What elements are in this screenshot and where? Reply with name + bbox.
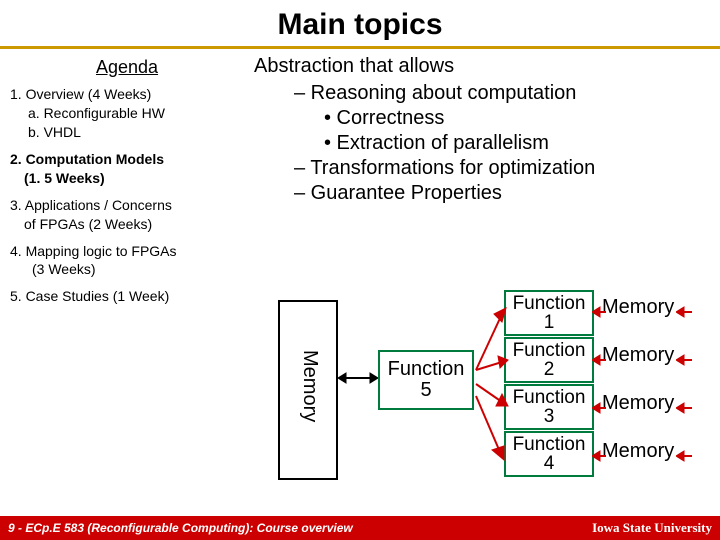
- arrow-out-1-icon: [676, 304, 696, 320]
- agenda-item-4: 4. Mapping logic to FPGAs (3 Weeks): [10, 242, 244, 280]
- agenda-item-2: 2. Computation Models (1. 5 Weeks): [10, 150, 244, 188]
- arrow-out-3-icon: [676, 400, 696, 416]
- footer-bar: 9 - ECp.E 583 (Reconfigurable Computing)…: [0, 516, 720, 540]
- bullet-correctness: • Correctness: [254, 107, 712, 130]
- bullet-transformations: – Transformations for optimization: [254, 157, 712, 180]
- arrow-f5-f2-icon: [472, 350, 512, 380]
- arrow-mem-f1-icon: [592, 304, 608, 320]
- arrow-f5-f4-icon: [472, 390, 512, 470]
- memory-label-2: Memory: [602, 344, 674, 367]
- main-column: Abstraction that allows – Reasoning abou…: [250, 55, 720, 314]
- function-2-box: Function 2: [504, 337, 594, 383]
- content-area: Agenda 1. Overview (4 Weeks) a. Reconfig…: [0, 49, 720, 314]
- agenda-item-1: 1. Overview (4 Weeks) a. Reconfigurable …: [10, 85, 244, 142]
- agenda-item-2-text: 2. Computation Models: [10, 150, 244, 169]
- function-5-box: Function 5: [378, 350, 474, 410]
- agenda-item-3-sub: of FPGAs (2 Weeks): [10, 215, 244, 234]
- agenda-item-1a: a. Reconfigurable HW: [10, 104, 244, 123]
- agenda-item-3-text: 3. Applications / Concerns: [10, 196, 244, 215]
- memory-label-4: Memory: [602, 440, 674, 463]
- bullet-reasoning: – Reasoning about computation: [254, 82, 712, 105]
- arrow-out-2-icon: [676, 352, 696, 368]
- memory-label-3: Memory: [602, 392, 674, 415]
- bullet-guarantee: – Guarantee Properties: [254, 182, 712, 205]
- memory-label-1: Memory: [602, 296, 674, 319]
- function-4-box: Function 4: [504, 431, 594, 477]
- memory-vertical-label: Memory: [298, 350, 321, 422]
- agenda-item-4-text: 4. Mapping logic to FPGAs: [10, 242, 244, 261]
- function-1-box: Function 1: [504, 290, 594, 336]
- diagram: Memory Function 5 Function 1 Function 2 …: [278, 300, 708, 510]
- arrow-mem-f2-icon: [592, 352, 608, 368]
- memory-vertical-box: Memory: [278, 300, 338, 480]
- function-column: Function 1 Function 2 Function 3 Functio…: [504, 290, 594, 478]
- footer-left: 9 - ECp.E 583 (Reconfigurable Computing)…: [8, 521, 353, 535]
- page-title: Main topics: [0, 0, 720, 46]
- main-heading: Abstraction that allows: [254, 55, 712, 78]
- bidir-arrow-icon: [338, 368, 378, 388]
- arrow-out-4-icon: [676, 448, 696, 464]
- agenda-item-3: 3. Applications / Concerns of FPGAs (2 W…: [10, 196, 244, 234]
- agenda-item-4-sub: (3 Weeks): [10, 260, 244, 279]
- function-3-box: Function 3: [504, 384, 594, 430]
- agenda-column: Agenda 1. Overview (4 Weeks) a. Reconfig…: [0, 55, 250, 314]
- agenda-item-1-text: 1. Overview (4 Weeks): [10, 85, 244, 104]
- agenda-item-2-sub: (1. 5 Weeks): [10, 169, 244, 188]
- agenda-heading: Agenda: [10, 55, 244, 79]
- bullet-parallelism: • Extraction of parallelism: [254, 132, 712, 155]
- footer-right: Iowa State University: [592, 520, 712, 536]
- arrow-mem-f3-icon: [592, 400, 608, 416]
- agenda-item-1b: b. VHDL: [10, 123, 244, 142]
- arrow-mem-f4-icon: [592, 448, 608, 464]
- agenda-item-5: 5. Case Studies (1 Week): [10, 287, 244, 306]
